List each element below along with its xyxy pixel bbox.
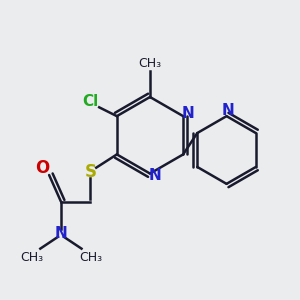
Text: CH₃: CH₃ (20, 251, 43, 264)
Text: S: S (84, 163, 96, 181)
Text: CH₃: CH₃ (79, 251, 102, 264)
Text: N: N (149, 168, 162, 183)
Text: N: N (222, 103, 234, 118)
Text: N: N (182, 106, 195, 121)
Text: O: O (34, 159, 49, 177)
Text: CH₃: CH₃ (138, 57, 162, 70)
Text: Cl: Cl (82, 94, 98, 109)
Text: N: N (55, 226, 67, 242)
